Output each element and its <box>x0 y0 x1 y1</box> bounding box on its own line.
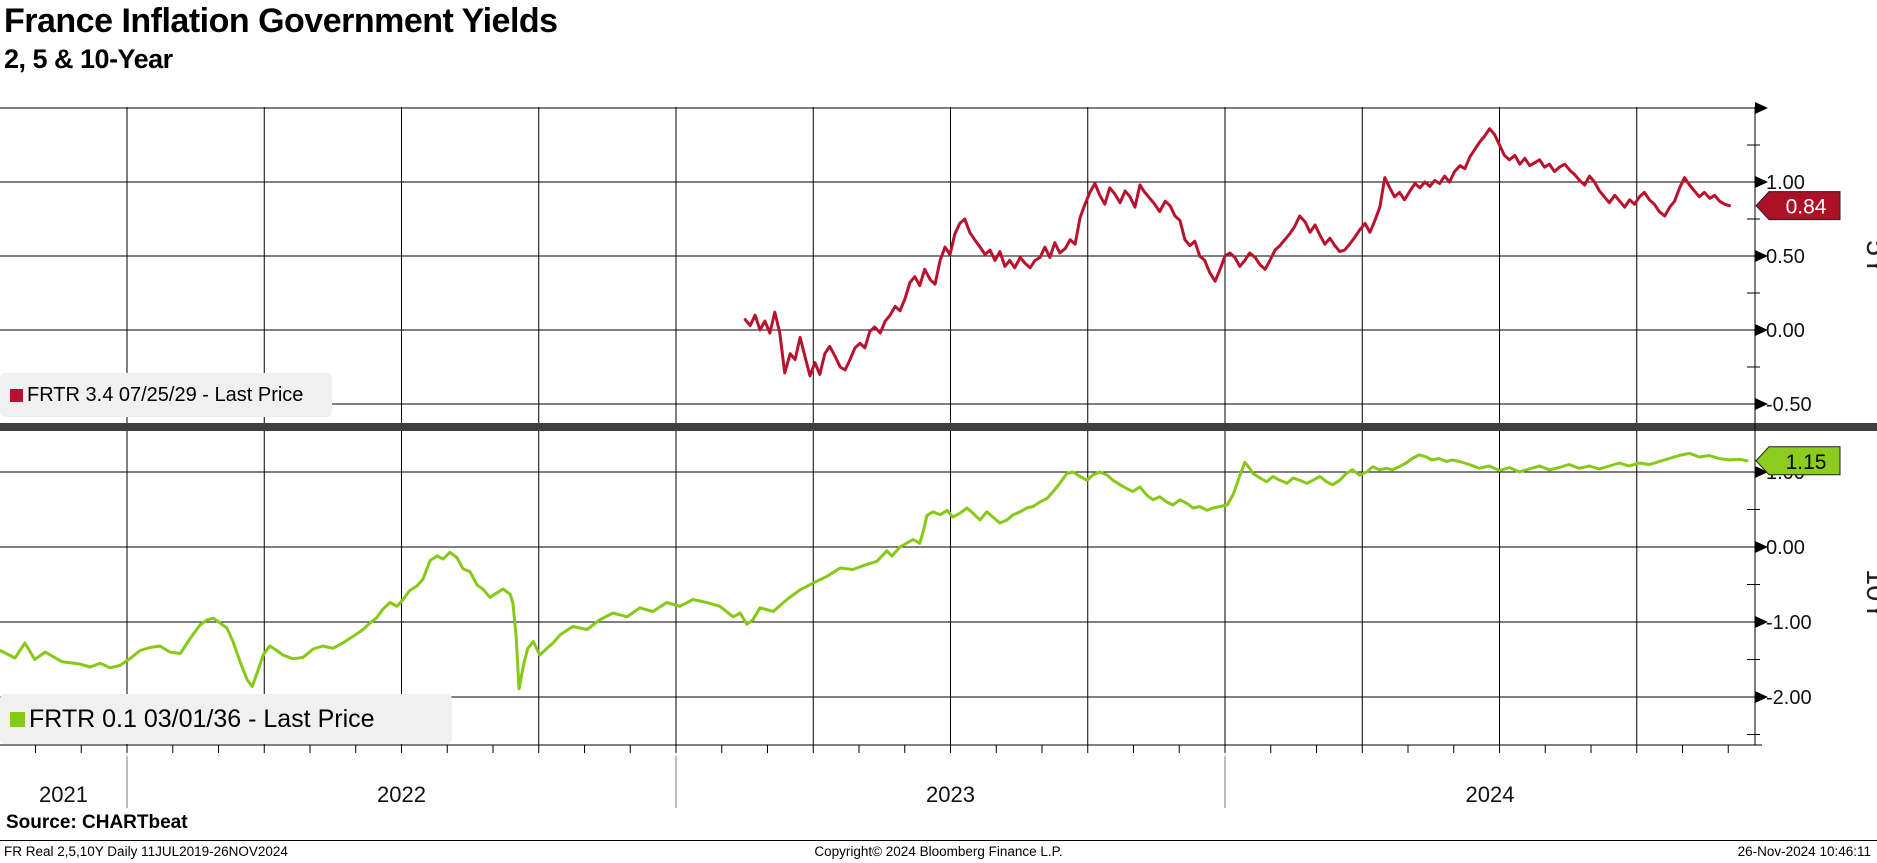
axis-layer: 1.000.500.00-0.501.000.00-1.00-2.0020212… <box>0 102 1877 808</box>
panel-separator <box>0 423 1877 431</box>
last-price-badge-5y <box>1755 191 1841 221</box>
x-year-label: 2024 <box>1466 782 1515 807</box>
series-line-5y <box>743 127 1731 378</box>
legend-swatch-10y-icon <box>10 711 25 727</box>
footer-copyright: Copyright© 2024 Bloomberg Finance L.P. <box>814 844 1063 859</box>
axis-tick-arrow-icon <box>1755 691 1768 703</box>
y-tick-label: 0.50 <box>1766 246 1805 268</box>
x-year-label: 2022 <box>377 782 426 807</box>
axis-tick-arrow-icon <box>1755 541 1768 553</box>
legend-5y: FRTR 3.4 07/25/29 - Last Price <box>0 373 332 417</box>
chart-title: France Inflation Government Yields <box>4 2 558 40</box>
grid-layer <box>0 107 1755 745</box>
last-price-value-10y: 1.15 <box>1786 451 1827 474</box>
y-tick-label: 1.00 <box>1766 172 1805 194</box>
y-tick-label: 0.00 <box>1766 320 1805 342</box>
y-tick-label: 0.00 <box>1766 537 1805 559</box>
axis-tick-arrow-icon <box>1755 102 1768 114</box>
last-price-value-5y: 0.84 <box>1786 196 1827 219</box>
series-layer <box>0 127 1749 691</box>
axis-tick-arrow-icon <box>1755 398 1768 410</box>
legend-10y: FRTR 0.1 03/01/36 - Last Price <box>0 694 452 744</box>
axis-tick-arrow-icon <box>1755 616 1768 628</box>
legend-label-5y: FRTR 3.4 07/25/29 - Last Price <box>27 383 304 406</box>
footer-divider <box>0 840 1877 841</box>
y-tick-label: -2.00 <box>1766 687 1812 709</box>
axis-tick-arrow-icon <box>1755 250 1768 262</box>
footer-timestamp: 26-Nov-2024 10:46:11 <box>1737 844 1871 859</box>
axis-tick-arrow-icon <box>1755 466 1768 478</box>
axis-tick-arrow-icon <box>1755 324 1768 336</box>
legend-swatch-5y-icon <box>10 388 23 402</box>
axis-tick-arrow-icon <box>1755 176 1768 188</box>
panel-title-5y: 5Y <box>1860 240 1877 275</box>
y-tick-label: -0.50 <box>1766 394 1812 416</box>
chart-subtitle: 2, 5 & 10-Year <box>4 44 173 74</box>
panel-title-10y: 10Y <box>1860 569 1877 621</box>
series-line-10y <box>0 451 1749 691</box>
x-year-label: 2021 <box>39 782 88 807</box>
source-label: Source: CHARTbeat <box>6 812 188 833</box>
y-tick-label: -1.00 <box>1766 612 1812 634</box>
last-price-badge-layer: 0.84 1.15 <box>1755 191 1841 476</box>
legend-label-10y: FRTR 0.1 03/01/36 - Last Price <box>29 704 375 733</box>
last-price-badge-10y <box>1755 446 1841 476</box>
x-year-label: 2023 <box>926 782 975 807</box>
footer-ticker-info: FR Real 2,5,10Y Daily 11JUL2019-26NOV202… <box>4 844 288 859</box>
